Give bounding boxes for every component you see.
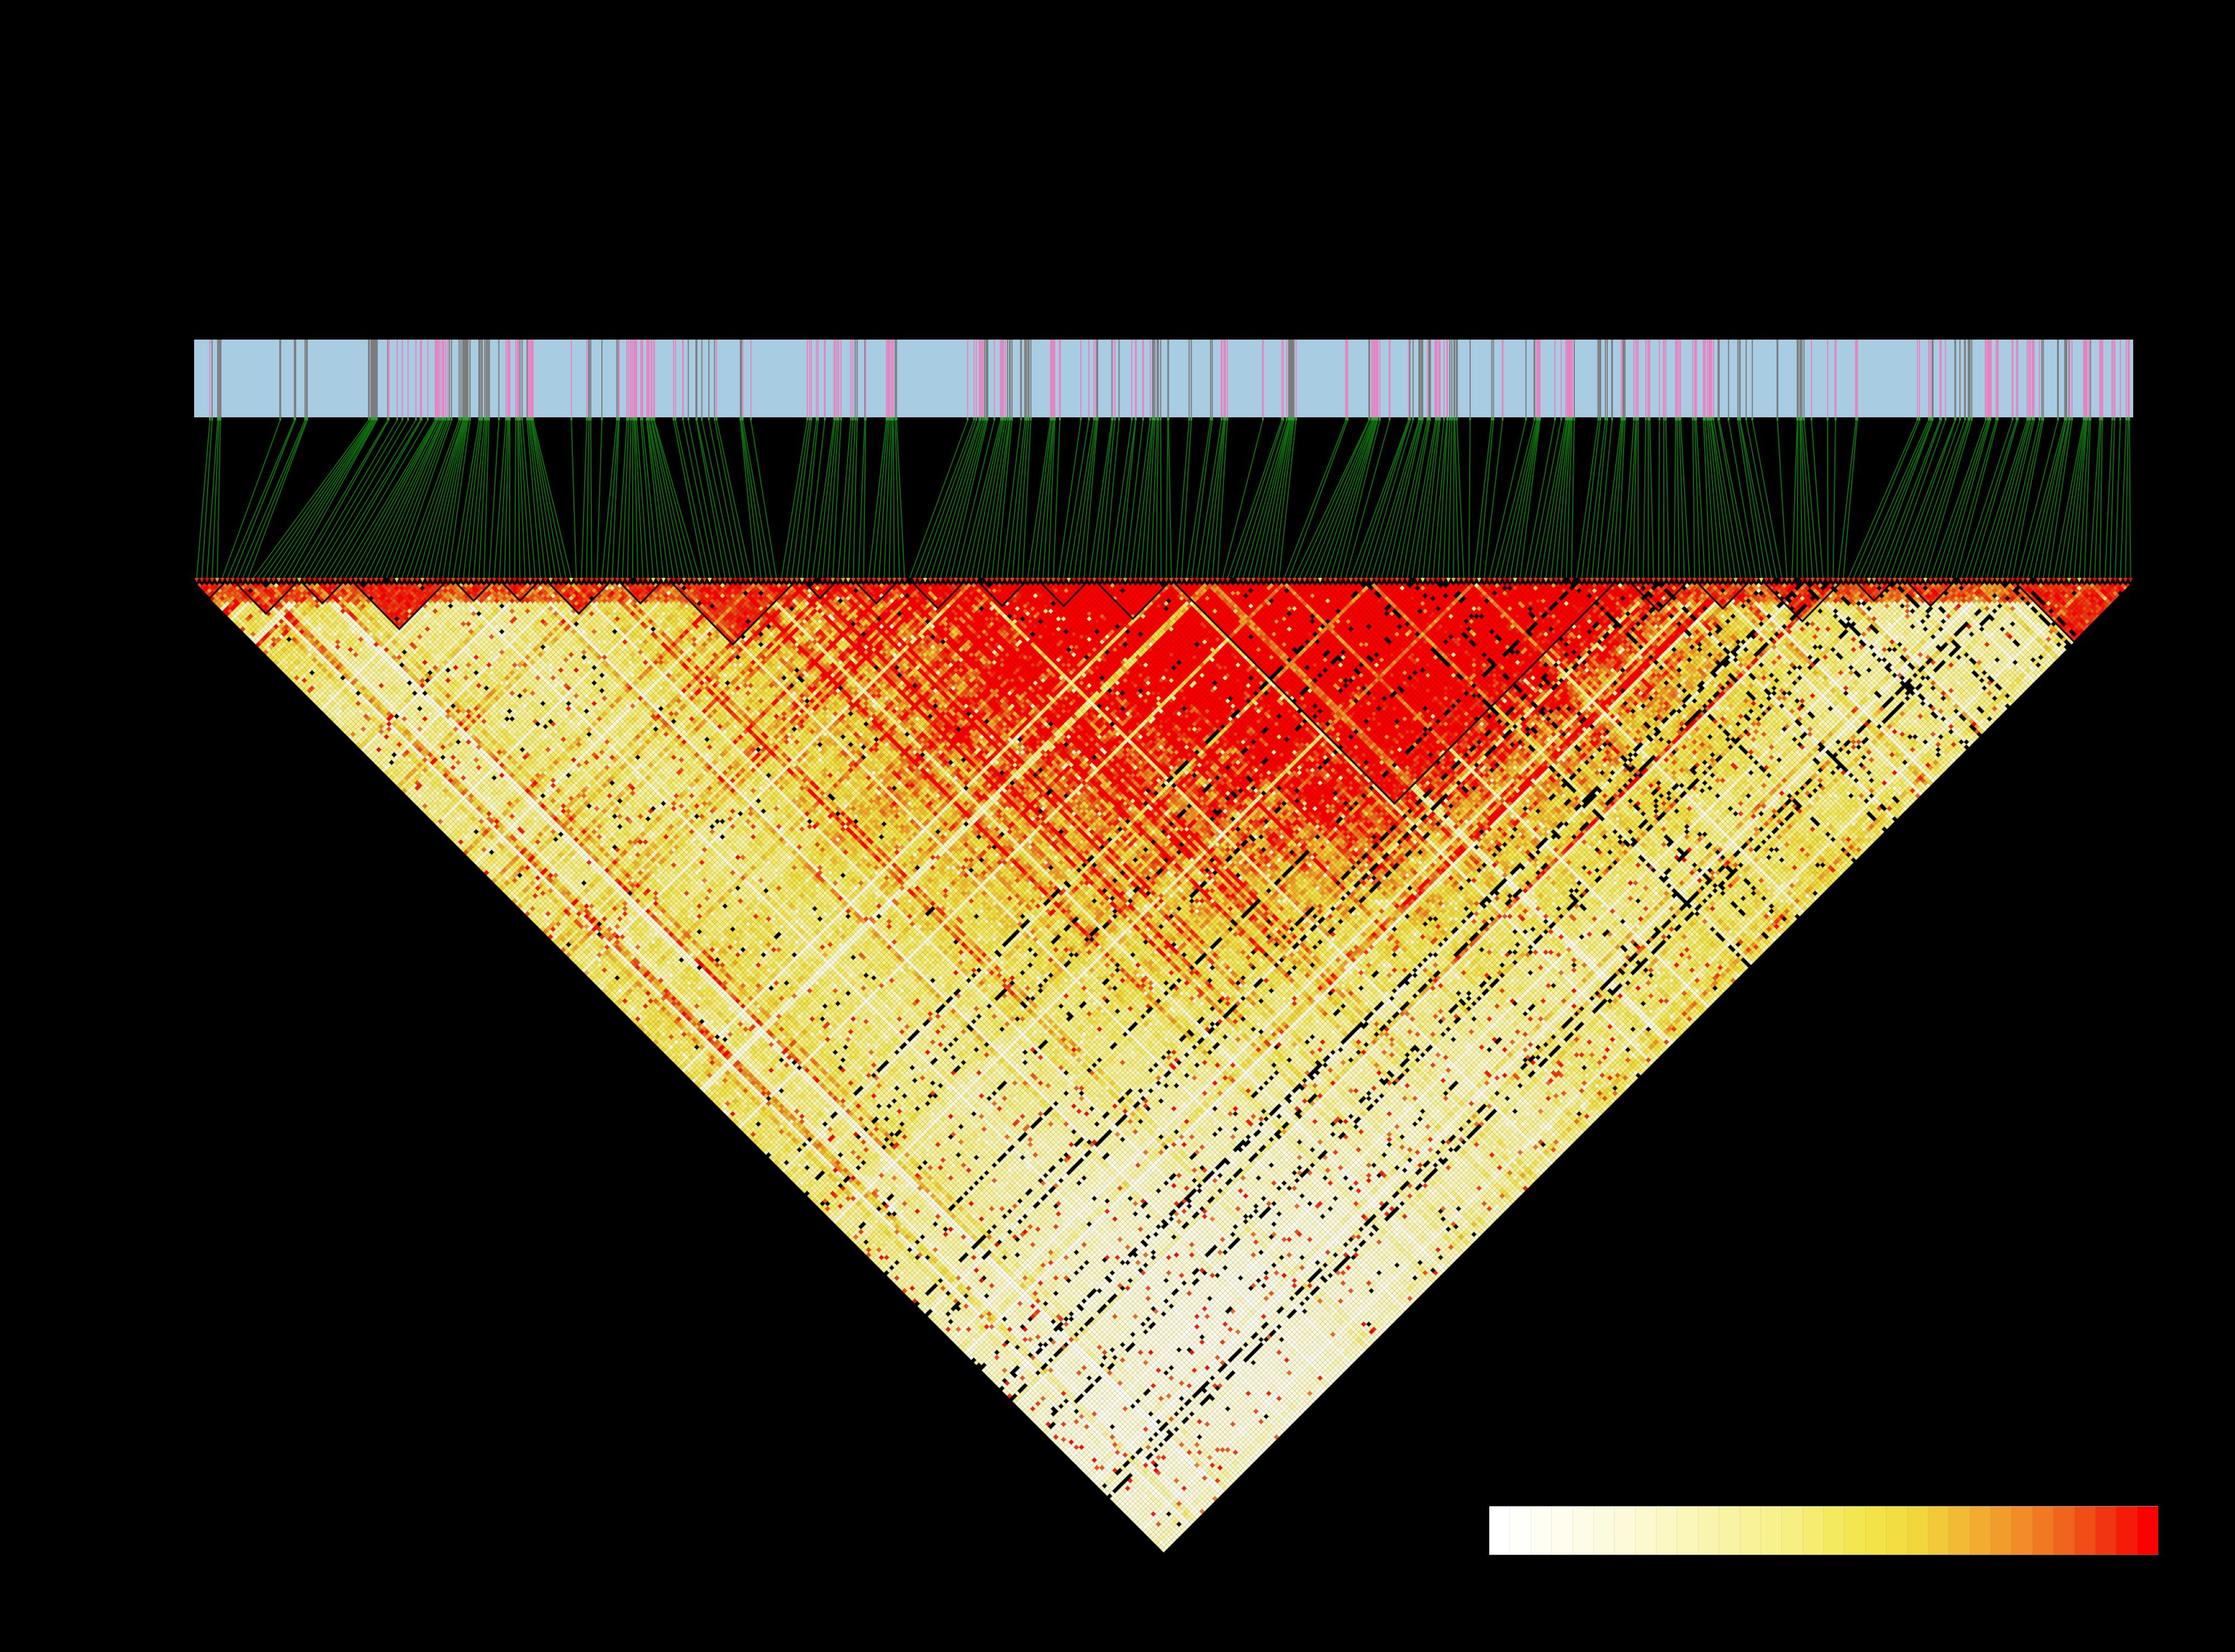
- color-key-step: [1991, 1507, 2012, 1555]
- color-key-step: [1970, 1507, 1991, 1555]
- color-key-step: [2138, 1507, 2158, 1555]
- color-key-step: [2075, 1507, 2096, 1555]
- color-key-step: [2012, 1507, 2032, 1555]
- color-key-step: [2116, 1507, 2137, 1555]
- ld-plot-figure: [0, 0, 2235, 1652]
- color-key-step: [2054, 1507, 2074, 1555]
- color-key-step: [1740, 1507, 1761, 1555]
- color-key-step: [1803, 1507, 1824, 1555]
- color-key-step: [1510, 1507, 1531, 1555]
- snp-connector-lines: [194, 417, 2133, 578]
- color-key-step: [1573, 1507, 1594, 1555]
- color-key-step: [1615, 1507, 1635, 1555]
- color-key-step: [1886, 1507, 1907, 1555]
- color-key-step: [1594, 1507, 1615, 1555]
- color-key-step: [1552, 1507, 1573, 1555]
- color-key-step: [1698, 1507, 1719, 1555]
- color-key-step: [1866, 1507, 1886, 1555]
- color-key-step: [1531, 1507, 1552, 1555]
- color-key-step: [1928, 1507, 1949, 1555]
- color-key-step: [1636, 1507, 1657, 1555]
- snp-position-ticks: [194, 340, 2133, 417]
- color-key-gradient: [1489, 1506, 2158, 1555]
- color-key-step: [2033, 1507, 2054, 1555]
- color-key-step: [1908, 1507, 1928, 1555]
- color-key-step: [2096, 1507, 2116, 1555]
- color-key-step: [1719, 1507, 1740, 1555]
- color-key-step: [1845, 1507, 1865, 1555]
- color-key-step: [1824, 1507, 1845, 1555]
- ld-heatmap-triangle: [194, 578, 2133, 1562]
- color-key-step: [1657, 1507, 1677, 1555]
- color-key-step: [1677, 1507, 1698, 1555]
- color-key-step: [1761, 1507, 1782, 1555]
- color-key-step: [1949, 1507, 1970, 1555]
- color-key-step: [1489, 1507, 1510, 1555]
- color-key-step: [1782, 1507, 1803, 1555]
- snp-position-track: [194, 340, 2133, 417]
